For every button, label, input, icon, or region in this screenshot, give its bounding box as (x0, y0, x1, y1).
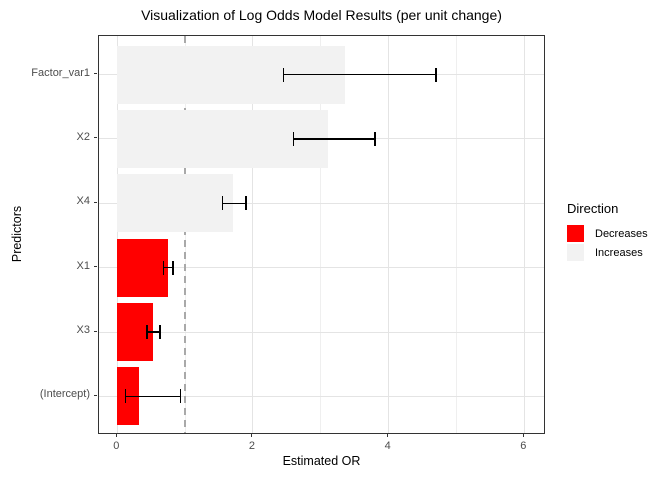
y-axis-title: Predictors (10, 205, 24, 263)
gridline-minor-x-3 (320, 36, 322, 433)
gridline-major-y-3 (99, 267, 544, 269)
errorbar-line-X4 (222, 202, 247, 205)
y-tick-label-1: X2 (76, 130, 90, 143)
legend: Direction Decreases Increases (567, 201, 667, 262)
y-tick-3 (94, 266, 97, 268)
y-tick-label-4: X3 (76, 324, 90, 337)
gridline-major-x-6 (523, 36, 525, 433)
gridline-major-y-2 (99, 202, 544, 204)
x-tick-label-6: 6 (520, 440, 527, 452)
errorbar-cap-low-X3 (146, 325, 148, 340)
x-axis-title: Estimated OR (282, 454, 361, 468)
bar-X1 (117, 238, 169, 297)
errorbar-cap-high-(Intercept) (179, 389, 182, 404)
x-tick-label-0: 0 (113, 440, 120, 452)
errorbar-line-Factor_var1 (283, 73, 437, 76)
legend-swatch-increases (567, 244, 584, 261)
errorbar-cap-high-X4 (245, 196, 247, 211)
y-tick-label-2: X4 (76, 195, 90, 208)
errorbar-cap-low-X1 (162, 260, 165, 275)
errorbar-cap-low-X4 (221, 196, 224, 211)
x-tick-label-2: 2 (248, 440, 256, 452)
errorbar-cap-high-X3 (159, 325, 161, 340)
y-tick-2 (94, 201, 97, 203)
errorbar-cap-low-X2 (292, 131, 295, 146)
errorbar-cap-high-X1 (172, 260, 174, 275)
chart-title: Visualization of Log Odds Model Results … (141, 7, 502, 23)
y-tick-label-5: (Intercept) (39, 388, 90, 401)
y-tick-5 (94, 394, 97, 396)
x-tick-2 (251, 434, 253, 437)
errorbar-line-X3 (147, 331, 161, 333)
x-tick-0 (115, 434, 117, 437)
gridline-major-y-5 (99, 395, 544, 397)
y-tick-label-3: X1 (76, 259, 90, 272)
errorbar-cap-high-X2 (374, 131, 376, 146)
bar-X4 (117, 174, 233, 233)
legend-item-decreases: Decreases (567, 224, 667, 243)
gridline-major-x-4 (388, 36, 390, 433)
legend-label-decreases: Decreases (595, 227, 648, 240)
x-tick-6 (522, 434, 524, 437)
legend-title: Direction (567, 201, 619, 216)
y-tick-1 (94, 137, 97, 139)
gridline-major-x-2 (252, 36, 254, 433)
bar-X2 (117, 110, 328, 168)
gridline-major-y-4 (99, 331, 544, 333)
legend-label-increases: Increases (595, 246, 643, 259)
errorbar-cap-high-Factor_var1 (435, 67, 437, 82)
errorbar-line-X1 (163, 266, 173, 269)
x-tick-label-4: 4 (384, 440, 391, 452)
reference-line-or-1 (184, 36, 187, 433)
plot-panel (98, 35, 545, 434)
errorbar-cap-low-(Intercept) (124, 389, 127, 404)
gridline-minor-x-5 (455, 36, 457, 433)
errorbar-cap-low-Factor_var1 (282, 67, 285, 82)
y-tick-0 (94, 73, 97, 75)
y-tick-label-0: Factor_var1 (31, 66, 90, 79)
y-tick-4 (94, 330, 97, 332)
legend-swatch-decreases (567, 225, 584, 242)
legend-item-increases: Increases (567, 243, 667, 262)
legend-items: Decreases Increases (567, 224, 667, 262)
x-tick-4 (387, 434, 389, 437)
errorbar-line-X2 (293, 138, 376, 140)
errorbar-line-(Intercept) (125, 395, 181, 398)
gridline-major-x-0 (116, 36, 118, 433)
